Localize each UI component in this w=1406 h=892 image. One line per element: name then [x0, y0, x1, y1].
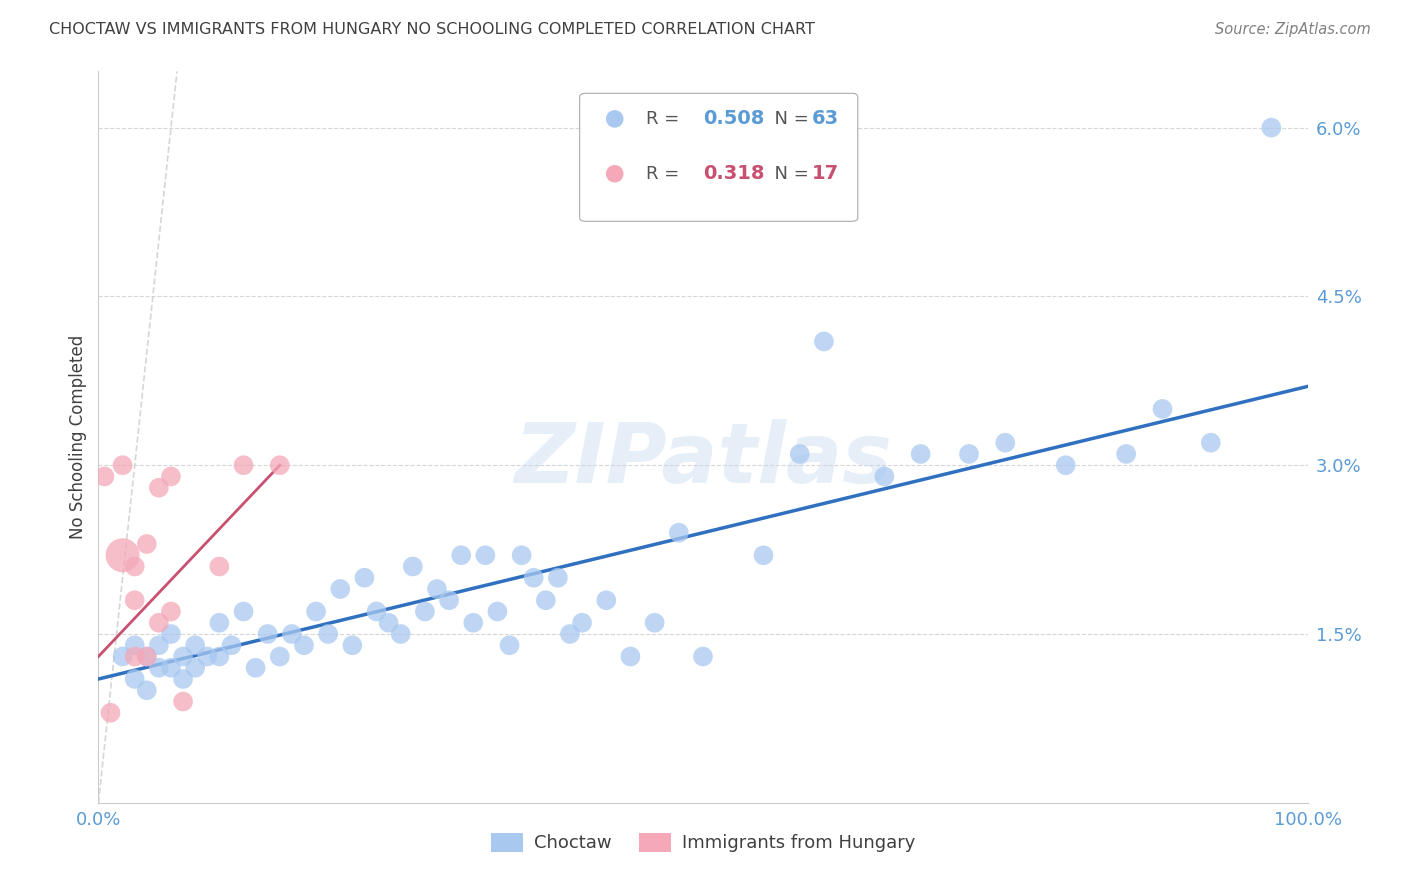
Point	[292, 638, 315, 652]
Point	[124, 559, 146, 574]
Point	[172, 649, 194, 664]
Point	[450, 548, 472, 562]
Point	[474, 548, 496, 562]
Point	[353, 571, 375, 585]
Point	[813, 334, 835, 349]
Point	[910, 447, 932, 461]
Point	[100, 706, 122, 720]
Point	[124, 593, 146, 607]
Point	[172, 694, 194, 708]
Text: Source: ZipAtlas.com: Source: ZipAtlas.com	[1215, 22, 1371, 37]
Text: R =: R =	[647, 165, 685, 183]
Point	[111, 548, 134, 562]
Point	[342, 638, 364, 652]
Point	[558, 627, 581, 641]
Point	[148, 615, 170, 630]
Point	[124, 649, 146, 664]
Point	[1115, 447, 1137, 461]
Point	[316, 627, 339, 641]
Point	[1054, 458, 1077, 473]
Point	[426, 582, 449, 596]
Point	[534, 593, 557, 607]
Text: 17: 17	[811, 164, 839, 183]
Point	[498, 638, 520, 652]
Point	[172, 672, 194, 686]
Point	[463, 615, 485, 630]
Point	[595, 593, 617, 607]
Point	[644, 615, 666, 630]
Point	[486, 605, 509, 619]
Text: 63: 63	[811, 110, 839, 128]
Text: N =: N =	[763, 110, 815, 128]
Point	[135, 537, 157, 551]
Point	[269, 458, 291, 473]
Point	[619, 649, 641, 664]
Point	[752, 548, 775, 562]
Point	[1260, 120, 1282, 135]
Point	[232, 458, 254, 473]
Point	[208, 559, 231, 574]
Point	[957, 447, 980, 461]
Point	[135, 649, 157, 664]
Point	[135, 683, 157, 698]
Point	[232, 605, 254, 619]
Point	[148, 481, 170, 495]
Point	[148, 661, 170, 675]
Point	[208, 649, 231, 664]
Point	[160, 661, 183, 675]
Point	[160, 605, 183, 619]
Point	[221, 638, 243, 652]
Point	[413, 605, 436, 619]
Text: 0.508: 0.508	[703, 110, 765, 128]
Y-axis label: No Schooling Completed: No Schooling Completed	[69, 335, 87, 539]
Point	[402, 559, 425, 574]
Point	[160, 627, 183, 641]
Point	[184, 638, 207, 652]
Point	[135, 649, 157, 664]
Point	[148, 638, 170, 652]
Point	[1152, 401, 1174, 416]
Point	[366, 605, 388, 619]
Point	[124, 638, 146, 652]
Point	[305, 605, 328, 619]
Point	[111, 458, 134, 473]
Point	[245, 661, 267, 675]
Point	[195, 649, 218, 664]
Point	[184, 661, 207, 675]
Point	[329, 582, 352, 596]
Legend: Choctaw, Immigrants from Hungary: Choctaw, Immigrants from Hungary	[484, 826, 922, 860]
Text: ZIPatlas: ZIPatlas	[515, 418, 891, 500]
Point	[208, 615, 231, 630]
Point	[510, 548, 533, 562]
Point	[789, 447, 811, 461]
Text: N =: N =	[763, 165, 815, 183]
Point	[269, 649, 291, 664]
Point	[668, 525, 690, 540]
Text: CHOCTAW VS IMMIGRANTS FROM HUNGARY NO SCHOOLING COMPLETED CORRELATION CHART: CHOCTAW VS IMMIGRANTS FROM HUNGARY NO SC…	[49, 22, 815, 37]
Point	[256, 627, 278, 641]
Point	[124, 672, 146, 686]
Point	[437, 593, 460, 607]
Point	[692, 649, 714, 664]
Point	[873, 469, 896, 483]
Point	[389, 627, 412, 641]
Point	[281, 627, 304, 641]
Point	[571, 615, 593, 630]
Point	[111, 649, 134, 664]
Point	[994, 435, 1017, 450]
Point	[547, 571, 569, 585]
Point	[93, 469, 115, 483]
Point	[377, 615, 399, 630]
Point	[160, 469, 183, 483]
Text: 0.318: 0.318	[703, 164, 765, 183]
FancyBboxPatch shape	[579, 94, 858, 221]
Point	[523, 571, 546, 585]
Text: R =: R =	[647, 110, 685, 128]
Point	[1199, 435, 1222, 450]
